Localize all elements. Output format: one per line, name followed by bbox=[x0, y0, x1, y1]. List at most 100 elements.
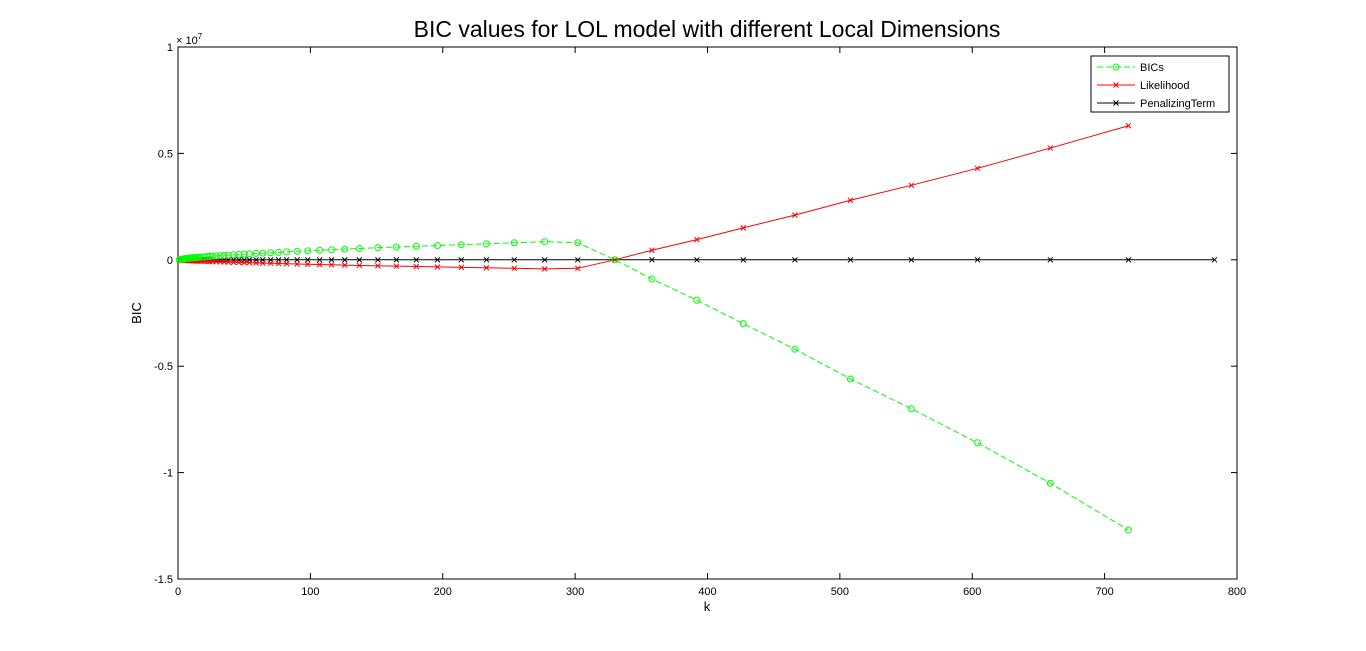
series-penalizingterm-point bbox=[1047, 256, 1054, 263]
series-bics-point bbox=[245, 250, 253, 258]
series-penalizingterm-point bbox=[847, 256, 854, 263]
series-likelihood-point bbox=[413, 263, 420, 270]
series-bics-point bbox=[482, 240, 490, 248]
legend-label-likelihood: Likelihood bbox=[1140, 80, 1190, 92]
series-penalizingterm-point bbox=[974, 256, 981, 263]
series-bics-point bbox=[230, 251, 238, 259]
series-bics-point bbox=[200, 253, 208, 261]
series-penalizingterm-point bbox=[356, 256, 363, 263]
series-likelihood-point bbox=[316, 261, 323, 268]
x-tick-label: 300 bbox=[566, 586, 584, 598]
y-axis-exponent-power: 7 bbox=[198, 32, 203, 41]
legend-items: BICs Likelihood PenalizingTerm bbox=[1097, 62, 1215, 110]
series-likelihood-point bbox=[236, 259, 242, 266]
legend-label-bics: BICs bbox=[1140, 62, 1164, 74]
series-bics-point bbox=[611, 256, 619, 264]
series-penalizingterm-point bbox=[393, 256, 400, 263]
series-likelihood-point bbox=[434, 264, 441, 270]
series-likelihood-point bbox=[740, 225, 747, 231]
series-likelihood-point bbox=[541, 265, 548, 272]
series-likelihood-point bbox=[225, 259, 232, 265]
y-tick-label: -1 bbox=[163, 468, 173, 480]
y-tick-label: 0 bbox=[167, 255, 173, 267]
series-penalizingterm-point bbox=[483, 256, 490, 263]
series-bics-point bbox=[648, 275, 656, 283]
series-bics-point bbox=[259, 249, 267, 257]
series-likelihood-point bbox=[458, 264, 465, 271]
series-bics-point bbox=[355, 245, 363, 253]
series-bics-point bbox=[252, 249, 260, 257]
series-bics-point bbox=[1046, 479, 1054, 487]
legend-marker-bics-point bbox=[1112, 63, 1120, 71]
series-likelihood-point bbox=[356, 262, 363, 269]
series-bics-point bbox=[293, 247, 301, 255]
y-tick-label: 1 bbox=[167, 42, 173, 54]
series-bics-point bbox=[739, 320, 747, 328]
series-bics-point bbox=[304, 247, 312, 255]
y-axis-label: BIC bbox=[129, 302, 144, 324]
series-bics-point bbox=[791, 345, 799, 353]
series-penalizingterm-point bbox=[458, 256, 465, 263]
series-bics-point bbox=[240, 250, 248, 258]
x-tick-label: 700 bbox=[1095, 586, 1113, 598]
series-bics-point bbox=[283, 248, 291, 256]
series-likelihood-point bbox=[694, 236, 700, 243]
series-penalizingterm-point bbox=[304, 256, 311, 263]
series-likelihood-point bbox=[294, 261, 300, 267]
x-tick-label: 400 bbox=[698, 586, 716, 598]
legend-marker-likelihood-point bbox=[1113, 82, 1119, 88]
series-bics-point bbox=[224, 251, 232, 259]
series-penalizingterm-point bbox=[574, 256, 581, 263]
y-tick-label: -1.5 bbox=[154, 574, 173, 586]
series-likelihood-point bbox=[375, 263, 381, 269]
plot-area bbox=[177, 46, 1238, 580]
legend-marker-penalizingterm-point bbox=[1113, 100, 1119, 106]
series-bics-point bbox=[203, 253, 211, 261]
chart-title: BIC values for LOL model with different … bbox=[414, 16, 1001, 42]
series-bics-point bbox=[198, 253, 206, 261]
series-penalizingterm-point bbox=[413, 256, 420, 263]
series-likelihood-point bbox=[259, 260, 266, 266]
series-bics-point bbox=[216, 252, 224, 260]
series-likelihood-point bbox=[574, 265, 581, 272]
series-penalizingterm-point bbox=[316, 256, 323, 263]
series-penalizingterm-point bbox=[740, 256, 747, 263]
series-likelihood-point bbox=[847, 197, 854, 204]
series-likelihood-point bbox=[241, 259, 248, 266]
series-likelihood-point bbox=[341, 262, 348, 268]
series-bics-point bbox=[1124, 526, 1132, 534]
x-tick-label: 800 bbox=[1228, 586, 1246, 598]
y-tick-label: 0.5 bbox=[158, 148, 173, 160]
series-likelihood-point bbox=[483, 264, 490, 271]
legend-label-penalizingterm: PenalizingTerm bbox=[1140, 98, 1215, 110]
series-bics-point bbox=[220, 251, 228, 259]
series-likelihood-point bbox=[649, 247, 655, 254]
series-bics-point bbox=[457, 241, 465, 249]
series-bics-point bbox=[974, 439, 982, 447]
series-penalizingterm-point bbox=[294, 256, 300, 263]
x-tick-label: 600 bbox=[963, 586, 981, 598]
series-bics-point bbox=[235, 250, 243, 258]
series-bics-point bbox=[206, 252, 214, 260]
series-likelihood-point bbox=[283, 260, 290, 267]
series-bics-point bbox=[208, 252, 216, 260]
series-likelihood-point bbox=[1047, 145, 1054, 151]
y-axis-exponent-base: × 10 bbox=[176, 35, 198, 47]
x-axis: 0 100 200 300 400 500 600 700 800 bbox=[175, 47, 1246, 598]
series-bics-point bbox=[907, 405, 915, 413]
series-likelihood-point bbox=[328, 261, 335, 268]
series-bics-point bbox=[212, 252, 220, 260]
series-likelihood-point bbox=[908, 182, 915, 189]
series-bics-point bbox=[392, 243, 400, 251]
series-bics bbox=[175, 238, 1132, 534]
series-penalizingterm-point bbox=[649, 256, 655, 263]
series-likelihood-point bbox=[511, 265, 518, 272]
series-likelihood-point bbox=[1125, 122, 1132, 129]
series-bics-point bbox=[574, 239, 582, 247]
series-bics-point bbox=[267, 249, 275, 257]
series-likelihood bbox=[176, 122, 1132, 272]
series-likelihood-point bbox=[393, 263, 400, 270]
y-tick-label: -0.5 bbox=[154, 361, 173, 373]
series-bics-point bbox=[693, 296, 701, 304]
